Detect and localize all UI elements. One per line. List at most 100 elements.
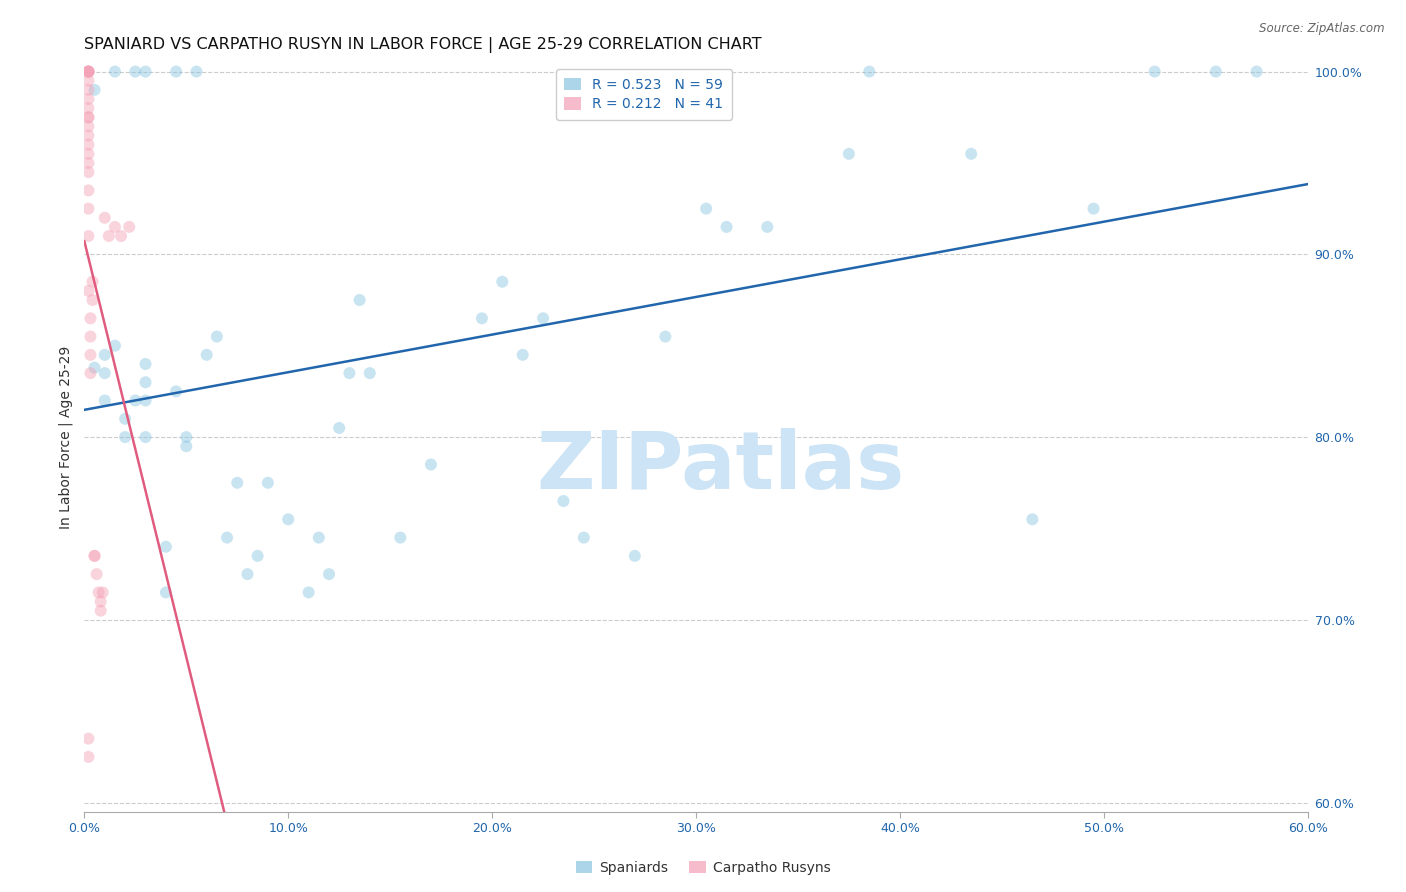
Point — [1083, 202, 1105, 216]
Point — [118, 219, 141, 234]
Point — [838, 146, 860, 161]
Point — [205, 329, 228, 343]
Point — [124, 393, 146, 408]
Point — [135, 393, 157, 408]
Point — [114, 412, 136, 426]
Point — [77, 731, 100, 746]
Point — [77, 120, 100, 134]
Point — [389, 531, 412, 545]
Point — [217, 531, 239, 545]
Point — [226, 475, 249, 490]
Point — [104, 339, 127, 353]
Point — [298, 585, 321, 599]
Point — [77, 92, 100, 106]
Point — [77, 284, 100, 298]
Point — [135, 357, 157, 371]
Point — [93, 348, 115, 362]
Point — [359, 366, 381, 380]
Point — [79, 311, 101, 326]
Point — [79, 348, 101, 362]
Point — [77, 137, 100, 152]
Point — [77, 64, 100, 78]
Point — [77, 64, 100, 78]
Point — [624, 549, 647, 563]
Point — [572, 531, 595, 545]
Point — [86, 567, 108, 582]
Point — [1021, 512, 1043, 526]
Point — [339, 366, 361, 380]
Point — [186, 64, 208, 78]
Point — [77, 110, 100, 124]
Point — [77, 156, 100, 170]
Point — [277, 512, 299, 526]
Point — [77, 183, 100, 197]
Point — [1246, 64, 1268, 78]
Point — [104, 219, 127, 234]
Point — [77, 202, 100, 216]
Point — [512, 348, 534, 362]
Point — [155, 585, 177, 599]
Point — [165, 384, 187, 399]
Point — [308, 531, 330, 545]
Point — [257, 475, 280, 490]
Legend: R = 0.523   N = 59, R = 0.212   N = 41: R = 0.523 N = 59, R = 0.212 N = 41 — [557, 70, 731, 120]
Point — [77, 64, 100, 78]
Point — [695, 202, 717, 216]
Point — [93, 211, 115, 225]
Point — [553, 494, 575, 508]
Point — [87, 585, 110, 599]
Point — [77, 64, 100, 78]
Point — [77, 83, 100, 97]
Point — [471, 311, 494, 326]
Point — [83, 549, 105, 563]
Point — [328, 421, 350, 435]
Point — [77, 165, 100, 179]
Point — [1205, 64, 1227, 78]
Point — [318, 567, 340, 582]
Point — [77, 73, 100, 87]
Point — [82, 293, 104, 307]
Point — [531, 311, 554, 326]
Point — [155, 540, 177, 554]
Point — [114, 430, 136, 444]
Point — [491, 275, 513, 289]
Point — [174, 430, 197, 444]
Point — [716, 219, 738, 234]
Point — [82, 275, 104, 289]
Point — [858, 64, 880, 78]
Point — [165, 64, 187, 78]
Point — [195, 348, 218, 362]
Point — [79, 329, 101, 343]
Point — [236, 567, 259, 582]
Point — [77, 101, 100, 115]
Point — [104, 64, 127, 78]
Point — [174, 439, 197, 453]
Point — [83, 549, 105, 563]
Point — [654, 329, 676, 343]
Point — [135, 376, 157, 390]
Point — [77, 750, 100, 764]
Point — [349, 293, 371, 307]
Point — [135, 430, 157, 444]
Point — [124, 64, 146, 78]
Text: SPANIARD VS CARPATHO RUSYN IN LABOR FORCE | AGE 25-29 CORRELATION CHART: SPANIARD VS CARPATHO RUSYN IN LABOR FORC… — [84, 37, 762, 53]
Text: ZIPatlas: ZIPatlas — [536, 428, 904, 506]
Point — [77, 128, 100, 143]
Point — [77, 64, 100, 78]
Text: Source: ZipAtlas.com: Source: ZipAtlas.com — [1260, 22, 1385, 36]
Point — [93, 366, 115, 380]
Y-axis label: In Labor Force | Age 25-29: In Labor Force | Age 25-29 — [59, 345, 73, 529]
Legend: Spaniards, Carpatho Rusyns: Spaniards, Carpatho Rusyns — [569, 855, 837, 880]
Point — [97, 229, 120, 244]
Point — [77, 146, 100, 161]
Point — [77, 110, 100, 124]
Point — [1143, 64, 1166, 78]
Point — [83, 360, 105, 375]
Point — [83, 83, 105, 97]
Point — [90, 594, 112, 608]
Point — [135, 64, 157, 78]
Point — [756, 219, 779, 234]
Point — [246, 549, 269, 563]
Point — [79, 366, 101, 380]
Point — [77, 229, 100, 244]
